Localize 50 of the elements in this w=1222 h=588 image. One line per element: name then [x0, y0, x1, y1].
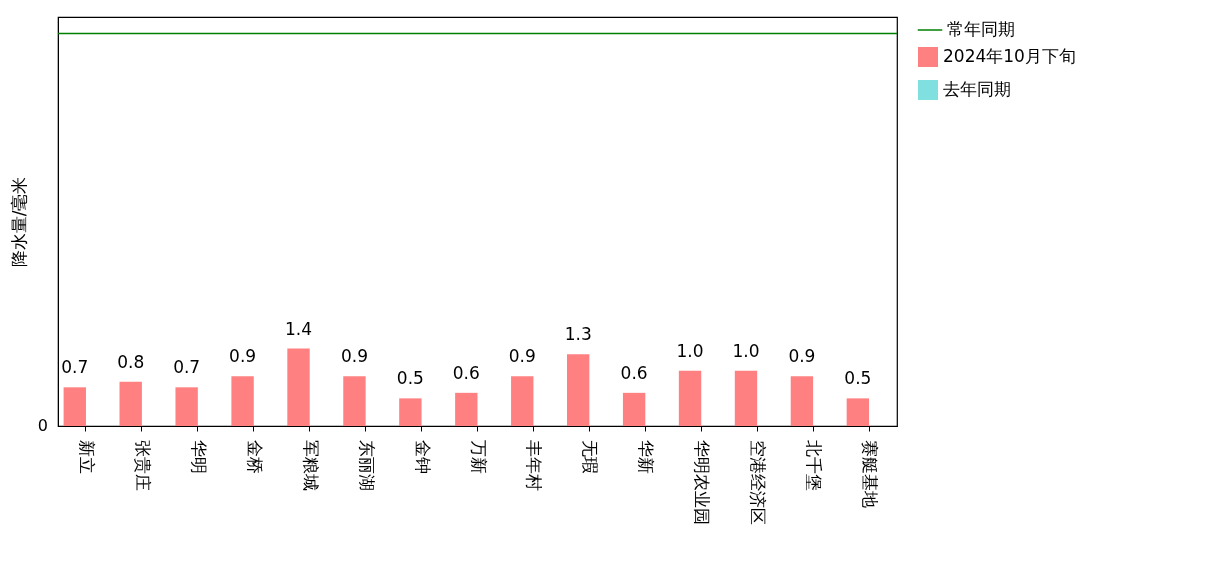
data-label: 0.7 [61, 357, 89, 378]
x-tick-label: 华明农业园 [692, 439, 713, 525]
y-axis-title: 降水量/毫米 [8, 176, 29, 268]
data-label: 1.0 [732, 340, 760, 361]
data-label: 0.9 [788, 346, 816, 367]
bar [622, 392, 646, 426]
bar [790, 376, 814, 426]
x-tick-label: 华明 [188, 439, 209, 474]
x-tick-label: 赛艇基地 [860, 439, 881, 508]
text: 0 [37, 416, 48, 435]
bar [455, 392, 478, 426]
x-tick-label: 金桥 [244, 439, 265, 474]
bar [566, 354, 590, 426]
x-tick-label: 军粮城 [300, 439, 321, 491]
x-tick-label: 空港经济区 [748, 439, 769, 525]
x-tick-label: 华新 [636, 439, 657, 474]
bar [846, 398, 870, 426]
bar [175, 387, 198, 426]
data-label: 1.3 [564, 324, 592, 345]
data-label: 0.9 [229, 346, 257, 367]
bar [63, 387, 86, 426]
data-label: 1.0 [676, 340, 704, 361]
bar [287, 348, 310, 426]
legend-label: 去年同期 [943, 79, 1011, 99]
data-label: 0.5 [396, 368, 424, 389]
x-tick-label: 新立 [76, 439, 97, 474]
bar [343, 376, 366, 426]
data-label: 0.6 [452, 362, 480, 383]
x-tick-label: 金钟 [412, 439, 433, 474]
legend-label: 2024年10月下旬 [943, 46, 1076, 66]
data-label: 0.9 [340, 346, 368, 367]
x-tick-label: 万新 [468, 439, 489, 474]
bar [399, 398, 422, 426]
bar [119, 381, 142, 426]
data-label: 0.8 [117, 351, 145, 372]
data-label: 0.6 [620, 362, 648, 383]
data-label: 1.4 [284, 318, 313, 339]
x-tick-label: 无瑕 [580, 439, 601, 474]
data-label: 0.7 [173, 357, 201, 378]
x-tick-label: 张贵庄 [132, 439, 153, 491]
data-label: 0.9 [508, 346, 536, 367]
bar [734, 370, 758, 426]
data-label: 0.5 [844, 368, 872, 389]
bar [511, 376, 534, 426]
x-tick-label: 北千堡 [804, 439, 825, 491]
x-tick-label: 东丽湖 [356, 439, 377, 491]
ref-line-label: 常年同期 [947, 19, 1015, 39]
x-tick-label: 丰年村 [524, 439, 545, 491]
bar [678, 370, 702, 426]
bar [231, 376, 254, 426]
